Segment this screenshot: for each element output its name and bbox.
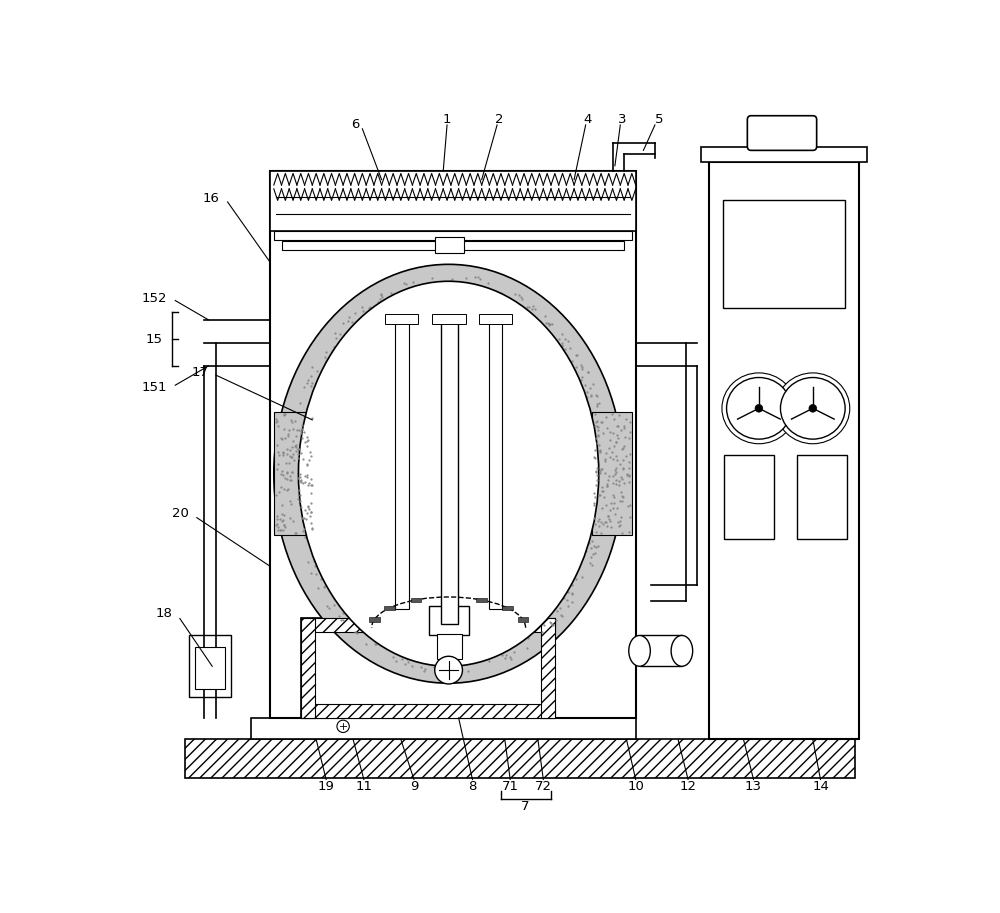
Bar: [701, 146, 867, 162]
Bar: [479, 314, 512, 323]
Ellipse shape: [776, 373, 850, 444]
Bar: [301, 704, 555, 718]
Ellipse shape: [629, 635, 650, 666]
Bar: [476, 597, 487, 603]
Bar: [385, 314, 418, 323]
Text: 1: 1: [443, 113, 451, 126]
Text: 16: 16: [203, 192, 220, 205]
Bar: [282, 241, 624, 250]
Text: 15: 15: [145, 332, 162, 345]
Bar: [189, 635, 231, 697]
Bar: [411, 597, 421, 603]
Bar: [640, 635, 682, 666]
Bar: [541, 618, 555, 718]
Bar: [274, 412, 314, 535]
Text: 20: 20: [172, 508, 189, 520]
Bar: [301, 618, 555, 718]
Text: 7: 7: [521, 800, 530, 813]
Bar: [301, 618, 555, 632]
Text: 152: 152: [142, 292, 168, 305]
Text: 9: 9: [410, 780, 418, 792]
Text: 71: 71: [502, 780, 519, 792]
Bar: [395, 320, 409, 609]
Ellipse shape: [727, 377, 791, 439]
Bar: [441, 316, 458, 624]
Text: 19: 19: [318, 780, 335, 792]
Circle shape: [809, 404, 817, 412]
Ellipse shape: [298, 281, 599, 666]
Text: 151: 151: [142, 381, 168, 394]
Bar: [301, 618, 315, 718]
Bar: [797, 455, 847, 540]
Circle shape: [755, 404, 763, 412]
Bar: [709, 162, 859, 740]
Circle shape: [337, 720, 349, 732]
Text: 2: 2: [495, 113, 504, 126]
Text: 4: 4: [584, 113, 592, 126]
Text: 72: 72: [535, 780, 552, 792]
Text: 10: 10: [627, 780, 644, 792]
Text: 8: 8: [468, 780, 477, 792]
Text: 12: 12: [680, 780, 697, 792]
Text: 6: 6: [351, 119, 360, 131]
Bar: [435, 585, 464, 594]
Bar: [270, 171, 636, 231]
Bar: [723, 201, 845, 309]
Text: 3: 3: [618, 113, 627, 126]
Bar: [592, 412, 632, 535]
Text: 11: 11: [355, 780, 372, 792]
Bar: [442, 591, 455, 618]
Text: 18: 18: [155, 607, 172, 621]
Bar: [518, 617, 528, 622]
Text: 14: 14: [812, 780, 829, 792]
Bar: [251, 718, 636, 740]
Bar: [489, 320, 502, 609]
Bar: [437, 634, 462, 658]
Bar: [435, 237, 464, 253]
Ellipse shape: [671, 635, 693, 666]
Bar: [724, 455, 774, 540]
Ellipse shape: [274, 265, 623, 683]
Bar: [369, 617, 380, 622]
FancyBboxPatch shape: [747, 116, 817, 151]
Bar: [502, 605, 513, 610]
Text: 13: 13: [745, 780, 762, 792]
Bar: [195, 647, 225, 689]
Text: 17: 17: [191, 365, 208, 379]
Text: 5: 5: [655, 113, 663, 126]
Bar: [384, 605, 395, 610]
Bar: [432, 314, 466, 323]
Circle shape: [435, 656, 462, 684]
Bar: [429, 606, 469, 635]
Bar: [185, 740, 855, 778]
Bar: [274, 231, 632, 240]
Bar: [270, 171, 636, 718]
Ellipse shape: [722, 373, 796, 444]
Ellipse shape: [780, 377, 845, 439]
